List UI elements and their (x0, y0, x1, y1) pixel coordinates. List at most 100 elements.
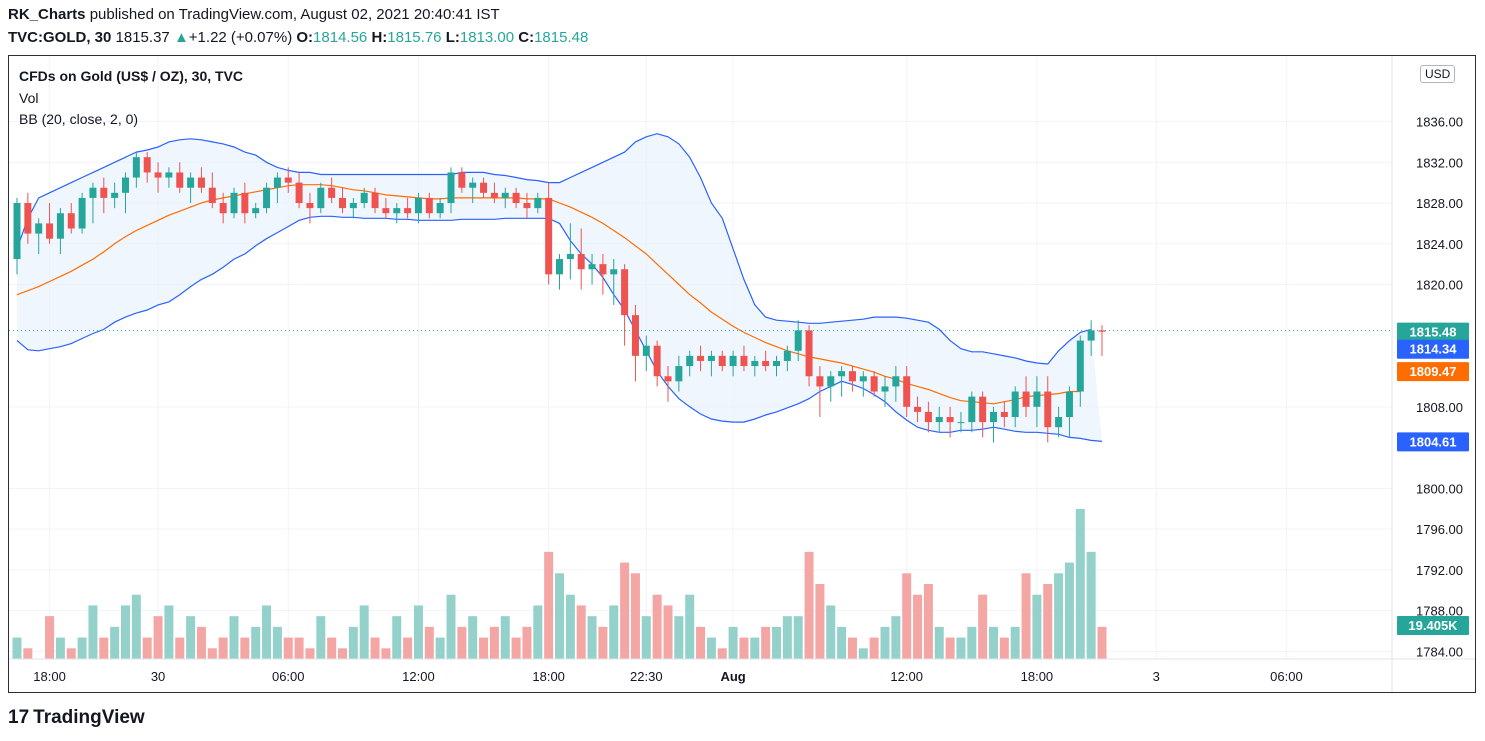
volume-bar (750, 637, 760, 659)
volume-bar (338, 648, 347, 659)
volume-bar (240, 637, 250, 659)
volume-bar (663, 605, 673, 659)
volume-bar (468, 616, 478, 659)
candle-body (1022, 391, 1030, 407)
candle-body (436, 203, 444, 214)
publisher-name[interactable]: RK_Charts (8, 6, 86, 23)
candle-body (697, 355, 705, 361)
tradingview-logo[interactable]: 17 TradingView (8, 707, 145, 729)
time-tick-label: 3 (1153, 669, 1160, 684)
volume-bar (598, 626, 608, 659)
volume-bar (403, 637, 413, 659)
volume-bar (196, 626, 206, 659)
high-label: H: (371, 29, 388, 46)
volume-bar (489, 626, 499, 659)
volume-bar (761, 626, 771, 659)
candle-body (859, 376, 867, 382)
candle-body (1033, 391, 1041, 407)
volume-bar (45, 616, 55, 659)
candle-body (664, 376, 672, 382)
volume-label-text: 19.405K (1408, 618, 1458, 633)
candle-body (848, 371, 856, 382)
time-tick-label: 06:00 (272, 669, 305, 684)
candle-body (729, 355, 737, 367)
candle-body (382, 208, 390, 214)
candle-body (1055, 417, 1063, 428)
candle-body (295, 182, 303, 204)
price-label-text: 1804.61 (1410, 434, 1457, 449)
volume-bar (934, 626, 944, 659)
price-chart[interactable]: 1836.00 1832.00 1828.00 1824.00 1820.00 1808.… (9, 56, 1475, 692)
candle-body (631, 315, 639, 356)
volume-bar (1064, 562, 1074, 659)
volume-bar (739, 637, 749, 659)
candle-body (78, 197, 86, 229)
volume-bar (207, 648, 217, 659)
price-label-box (1397, 339, 1469, 359)
candle-body (469, 182, 477, 188)
volume-bar (305, 648, 315, 659)
volume-bar (696, 626, 706, 659)
volume-bar (435, 637, 445, 659)
volume-bar (533, 605, 543, 659)
volume-bar (956, 637, 966, 659)
volume-bar (164, 605, 174, 659)
volume-bar (630, 573, 640, 659)
price-tick-label: 1836.00 (1416, 115, 1463, 130)
candle-body (773, 360, 780, 367)
legend-bollinger[interactable]: BB (20, close, 2, 0) (19, 111, 139, 127)
legend-title[interactable]: CFDs on Gold (US$ / OZ), 30, TVC (19, 68, 244, 84)
high-value: 1815.76 (387, 29, 442, 46)
volume-bar (1010, 626, 1020, 659)
volume-bar (1075, 509, 1085, 659)
candle-body (599, 264, 607, 275)
candle-body (480, 182, 488, 193)
candle-body (349, 203, 357, 209)
candle-body (990, 411, 997, 423)
price-tick-label: 1792.00 (1416, 563, 1463, 578)
volume-bar (989, 626, 998, 659)
candle-body (241, 192, 249, 214)
volume-bar (1086, 551, 1096, 659)
candle-body (263, 187, 271, 209)
candle-body (425, 197, 433, 214)
candle-body (979, 396, 987, 423)
volume-label-box (1397, 616, 1469, 635)
price-tick-label: 1824.00 (1416, 237, 1463, 252)
volume-bar (793, 616, 803, 659)
candle-body (1000, 411, 1008, 418)
currency-button[interactable]: USD (1420, 65, 1456, 83)
time-tick-label: 18:00 (532, 669, 565, 684)
candle-body (393, 208, 401, 214)
candle-body (838, 371, 846, 377)
legend-volume[interactable]: Vol (19, 90, 39, 106)
volume-bar (283, 637, 293, 659)
time-tick-label: 12:00 (402, 669, 435, 684)
volume-bar (880, 626, 890, 659)
volume-bar (359, 605, 369, 659)
time-tick-label: Aug (720, 669, 745, 684)
candle-body (1065, 391, 1073, 418)
candle-body (24, 203, 32, 234)
volume-bar (609, 605, 619, 659)
volume-bar (413, 605, 423, 659)
time-tick-label: 06:00 (1270, 669, 1303, 684)
volume-bar (891, 616, 901, 659)
price-tick-label: 1808.00 (1416, 400, 1463, 415)
volume-bar (186, 616, 196, 659)
volume-bar (121, 605, 130, 659)
price-tick-label: 1828.00 (1416, 196, 1463, 211)
candle-body (610, 269, 618, 275)
candle-body (762, 360, 770, 367)
candle-body (458, 172, 466, 188)
candle-body (957, 422, 965, 424)
volume-bar (1021, 573, 1031, 659)
volume-bar (652, 594, 662, 659)
candle-body (968, 396, 976, 423)
volume-bar (381, 648, 391, 659)
volume-bar (1097, 626, 1107, 659)
volume-bar (218, 637, 228, 659)
time-tick-label: 18:00 (1021, 669, 1054, 684)
time-tick-label: 12:00 (890, 669, 923, 684)
close-label: C: (518, 29, 535, 46)
